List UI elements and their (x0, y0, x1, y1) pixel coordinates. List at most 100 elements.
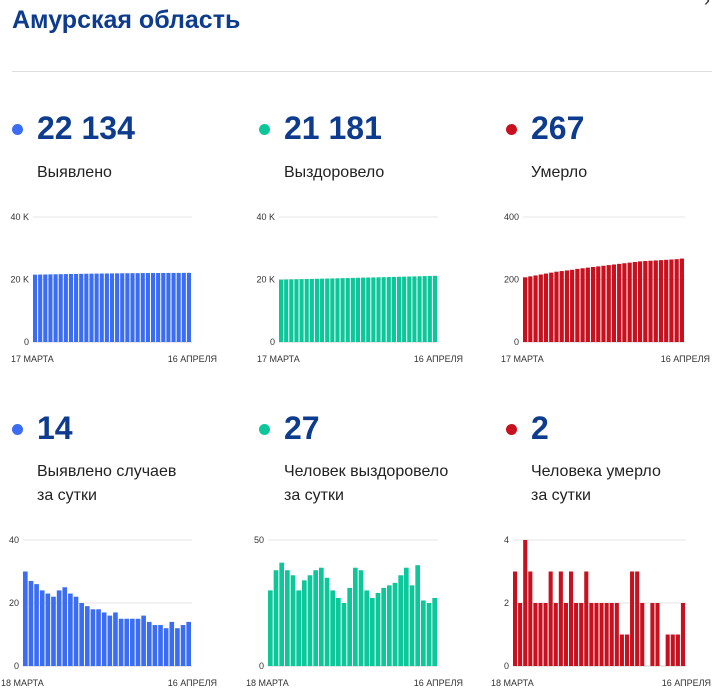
bar (186, 621, 191, 666)
bar (563, 603, 568, 666)
page-title: Амурская область (12, 6, 241, 34)
bar (361, 277, 366, 342)
y-tick-label: 40 K (10, 212, 29, 222)
bar (655, 603, 660, 666)
bar (674, 259, 679, 342)
bar (330, 278, 335, 342)
bar (79, 273, 84, 342)
bar (336, 597, 341, 666)
x-tick-label-end: 16 АПРЕЛЯ (414, 354, 463, 364)
confirmed-dot-icon (12, 124, 23, 135)
y-tick-label: 20 K (256, 275, 275, 285)
bar (51, 596, 56, 666)
bar (371, 277, 376, 342)
stat-label: Выявлено (37, 164, 112, 181)
bar (543, 273, 549, 342)
bar (314, 278, 320, 342)
stat-label-line2: за сутки (284, 487, 344, 504)
chevron-right-icon[interactable]: › (704, 0, 710, 10)
bar (579, 603, 584, 666)
bar (574, 603, 579, 666)
bar (589, 603, 594, 666)
bar (90, 609, 96, 666)
y-tick-label: 0 (504, 661, 509, 671)
y-tick-label: 200 (504, 275, 519, 285)
bar (181, 272, 186, 342)
stat-label-line1: Выявлено случаев (37, 463, 177, 480)
bar (34, 584, 39, 666)
bar (528, 276, 533, 342)
bar (427, 275, 432, 342)
confirmed-dot-icon (12, 424, 23, 435)
bar (353, 567, 358, 666)
x-tick-label-start: 17 МАРТА (11, 354, 54, 364)
bar (115, 273, 120, 342)
chart-total-deaths: 0 200 400 17 МАРТА 16 АПРЕЛЯ (501, 212, 710, 364)
bar (109, 273, 115, 342)
bar (350, 277, 355, 342)
bar (96, 609, 101, 666)
bar (169, 621, 175, 666)
bar (543, 603, 548, 666)
bar (63, 274, 68, 342)
bar (558, 571, 563, 666)
stat-label: Умерло (531, 164, 588, 181)
bar (279, 279, 284, 342)
bar (590, 267, 596, 342)
bar (104, 273, 109, 342)
bar (665, 634, 670, 666)
y-tick-label: 0 (514, 337, 519, 347)
bar (398, 575, 403, 666)
bar (559, 271, 564, 342)
bar (152, 625, 158, 666)
stat-daily-deaths: 2 Человека умерло за сутки (506, 410, 706, 510)
bar (299, 279, 304, 342)
bar (340, 278, 345, 342)
y-tick-label: 40 K (256, 212, 275, 222)
bar (575, 268, 580, 342)
bar (619, 634, 624, 666)
deaths-dot-icon (506, 424, 517, 435)
bar (268, 590, 273, 666)
stat-value: 14 (37, 410, 73, 446)
bar (549, 272, 554, 342)
bar (176, 272, 181, 342)
bar (320, 278, 325, 342)
bar (345, 278, 350, 342)
bar (606, 265, 611, 342)
chart-total-recovered: 0 20 K 40 K 17 МАРТА 16 АПРЕЛЯ (256, 212, 463, 364)
bar (101, 612, 107, 666)
bar (614, 603, 619, 666)
bar (113, 612, 118, 666)
x-tick-label-end: 16 АПРЕЛЯ (414, 678, 463, 688)
bar (171, 272, 176, 342)
chart-daily-recovered: 0 50 18 МАРТА 16 АПРЕЛЯ (246, 535, 463, 688)
bar (432, 597, 437, 666)
bar (135, 618, 141, 666)
stat-value: 27 (284, 410, 320, 446)
bar (294, 279, 299, 342)
bar (364, 590, 369, 666)
y-tick-label: 400 (504, 212, 519, 222)
bar (289, 279, 294, 342)
bar (568, 571, 574, 666)
bar (284, 279, 289, 342)
bar (533, 275, 538, 342)
bar (89, 273, 94, 342)
y-tick-label: 0 (259, 661, 264, 671)
bar (324, 577, 330, 666)
y-tick-label: 4 (504, 535, 509, 545)
bar (548, 571, 553, 666)
bar (107, 615, 113, 666)
bar (319, 567, 324, 666)
stat-label: Выздоровело (284, 164, 385, 181)
bar (518, 603, 523, 666)
bar (523, 277, 528, 342)
bar (624, 634, 630, 666)
bar (84, 606, 90, 666)
stat-label-line2: за сутки (531, 487, 591, 504)
chart-daily-confirmed: 0 20 40 18 МАРТА 16 АПРЕЛЯ (1, 535, 217, 688)
bar (79, 603, 84, 666)
bar (325, 278, 330, 342)
bar (304, 279, 309, 342)
